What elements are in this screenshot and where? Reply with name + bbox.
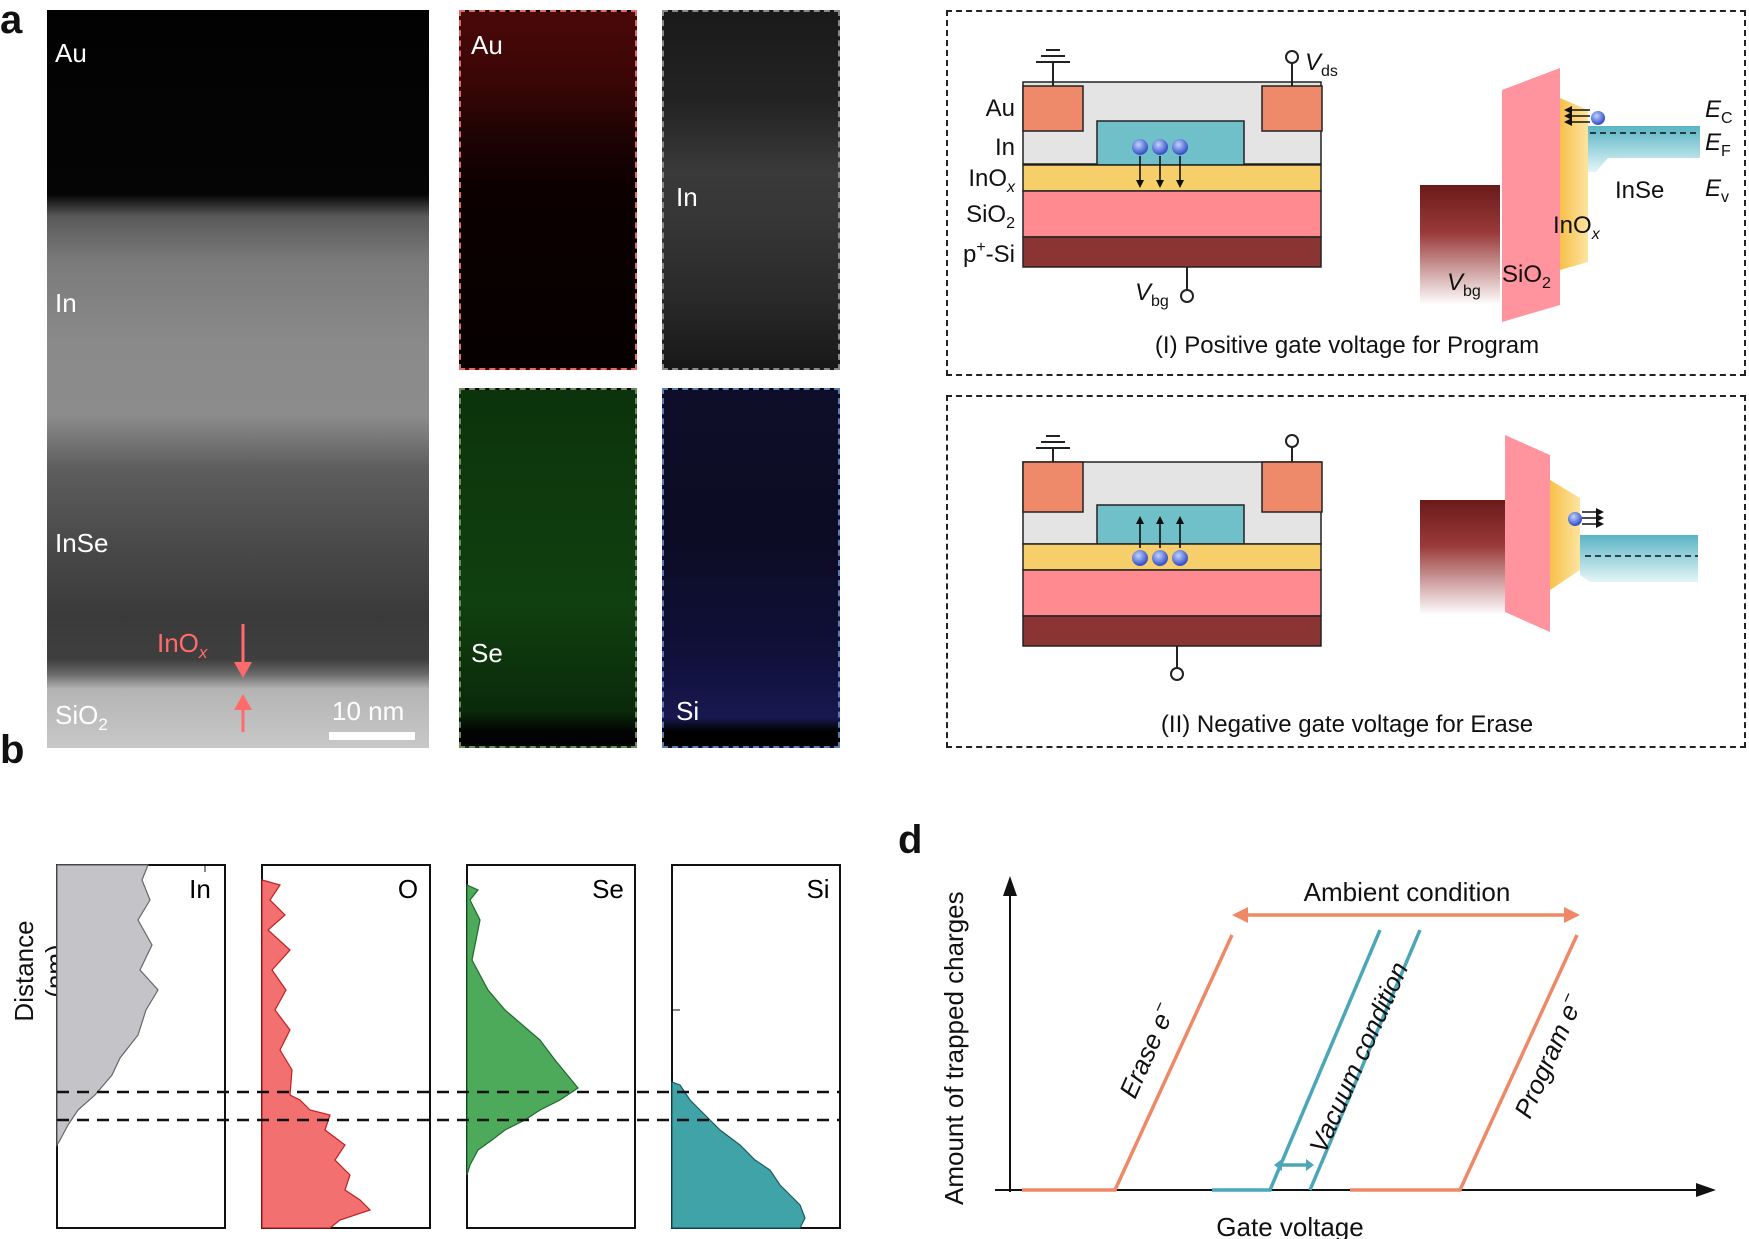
erase-device xyxy=(1022,434,1323,681)
program-box xyxy=(946,10,1746,376)
profile-label-si: Si xyxy=(806,874,829,904)
eds-map-se: Se xyxy=(459,388,637,748)
layer-label-psi: p+-Si xyxy=(963,239,1015,268)
program-caption: (I) Positive gate voltage for Program xyxy=(1155,332,1539,359)
scale-bar xyxy=(329,732,415,740)
tem-label-au: Au xyxy=(55,38,87,68)
terminal-vbg: Vbg xyxy=(1135,279,1169,310)
profile-se xyxy=(466,864,636,1229)
profile-si xyxy=(671,864,841,1229)
band-ev: Ev xyxy=(1705,175,1729,206)
band-inox: InOx xyxy=(1553,212,1601,243)
profile-label-o: O xyxy=(398,874,418,904)
eds-label-in: In xyxy=(676,182,698,212)
profile-label-in: In xyxy=(189,874,211,904)
program-label: Program e− xyxy=(1506,989,1589,1123)
inox-arrows xyxy=(234,624,252,732)
eds-map-in: In xyxy=(662,10,840,370)
tem-label-sio2: SiO2 xyxy=(55,700,108,735)
vacuum-label: Vacuum condition xyxy=(1303,957,1414,1157)
profile-in xyxy=(56,864,226,1229)
panel-label-b: b xyxy=(0,728,25,772)
layer-label-inox: InOx xyxy=(968,165,1016,196)
trapped-charges-label: Amount of trapped charges xyxy=(939,891,969,1205)
profile-o xyxy=(261,864,431,1229)
eds-map-au: Au xyxy=(459,10,637,370)
program-band-diagram xyxy=(1420,68,1700,322)
tem-label-inse: InSe xyxy=(55,528,109,558)
ambient-loop xyxy=(1022,913,1579,1192)
tem-label-in: In xyxy=(55,288,77,318)
band-vbg: Vbg xyxy=(1447,269,1481,300)
scale-bar-label: 10 nm xyxy=(332,696,405,726)
panel-label-d: d xyxy=(898,818,923,862)
layer-label-in: In xyxy=(995,134,1015,161)
band-ef: EF xyxy=(1705,129,1731,160)
band-inse: InSe xyxy=(1615,177,1664,204)
eds-label-se: Se xyxy=(471,638,503,668)
erase-caption: (II) Negative gate voltage for Erase xyxy=(1161,711,1533,738)
erase-band-diagram xyxy=(1420,435,1698,632)
program-device xyxy=(1022,49,1323,303)
layer-label-au: Au xyxy=(986,95,1015,122)
gate-voltage-label: Gate voltage xyxy=(1216,1212,1363,1239)
erase-box xyxy=(946,395,1746,748)
tem-image: Au In InSe SiO2 InOx 10 nm xyxy=(47,10,429,748)
ambient-label: Ambient condition xyxy=(1304,877,1511,907)
erase-label: Erase e− xyxy=(1111,998,1181,1102)
eds-label-au: Au xyxy=(471,30,503,60)
tem-label-inox: InOx xyxy=(157,628,208,663)
vacuum-loop xyxy=(1212,929,1422,1192)
band-sio2: SiO2 xyxy=(1502,261,1551,292)
panel-label-a: a xyxy=(0,0,23,42)
layer-label-sio2: SiO2 xyxy=(966,201,1015,232)
eds-map-si: Si xyxy=(662,388,840,748)
eds-label-si: Si xyxy=(676,696,700,726)
terminal-vds: Vds xyxy=(1305,49,1338,80)
profile-label-se: Se xyxy=(592,874,624,904)
band-ec: EC xyxy=(1705,96,1733,127)
